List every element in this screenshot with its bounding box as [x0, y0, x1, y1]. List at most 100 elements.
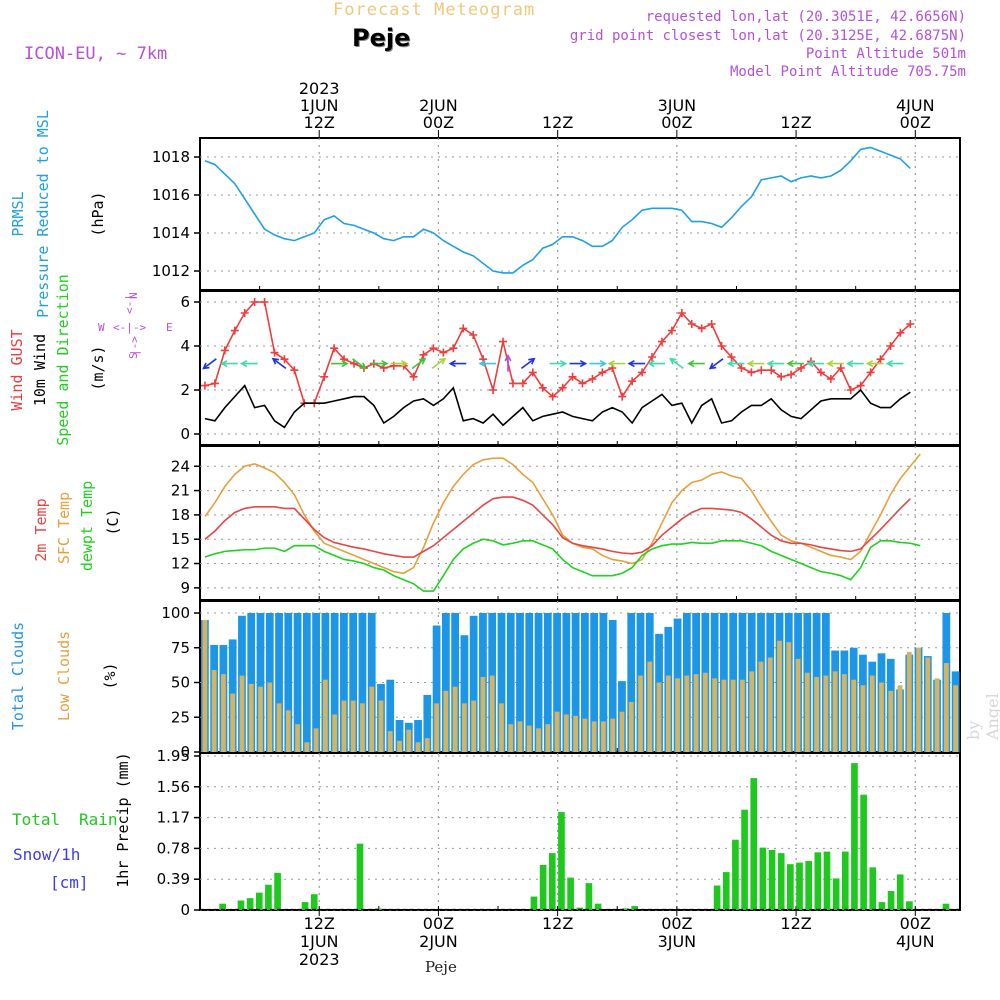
requested-coords: requested lon,lat (20.3051E, 42.6656N) — [645, 9, 966, 25]
gust-line-point — [538, 383, 547, 392]
gust-line-point — [528, 368, 537, 377]
low-cloud-bar — [814, 676, 819, 752]
wind-arrow-head — [559, 360, 568, 368]
wind-arrow-head — [806, 360, 814, 368]
gust-line-point — [220, 346, 229, 355]
bottom-time-label: 12Z — [780, 914, 811, 933]
gust-line-point — [896, 328, 905, 337]
low-cloud-bar — [489, 675, 495, 752]
gust-line-point — [826, 375, 835, 383]
low-cloud-bar — [434, 703, 439, 752]
bottom-time-label: 1JUN — [300, 932, 339, 951]
total-cloud-bar — [423, 695, 432, 752]
total-cloud-bar — [312, 613, 320, 752]
compass-north-arrow: <-| — [123, 294, 136, 314]
low-cloud-bar — [536, 728, 541, 752]
compass-south-arrow: |-> — [128, 336, 141, 356]
low-cloud-bar — [749, 671, 755, 752]
gust-line-point — [588, 375, 597, 383]
low-cloud-bar — [619, 711, 625, 752]
wind-arrow-head — [528, 357, 536, 365]
low-cloud-bar — [462, 703, 467, 752]
precip-bar — [539, 864, 547, 910]
low-cloud-bar — [916, 647, 921, 752]
low-cloud-bar — [656, 682, 662, 752]
total-cloud-bar — [414, 720, 422, 752]
wind-direction-arrow — [411, 358, 426, 370]
total-cloud-bar — [432, 625, 441, 752]
total-cloud-bar — [571, 613, 580, 752]
low-cloud-bar — [313, 728, 319, 752]
wind-arrow-head — [381, 360, 389, 368]
gust-line-point — [737, 364, 746, 372]
chart-title: Forecast Meteogram — [333, 0, 536, 20]
gust-line-point — [568, 372, 577, 381]
total-cloud-bar — [275, 613, 283, 752]
gust-line-point — [548, 392, 557, 401]
pressure-label-long: Pressure Reduced to MSL — [34, 110, 52, 318]
gust-line-point — [250, 298, 259, 306]
total-clouds-label: Total Clouds — [9, 622, 27, 730]
wind-arrow-head — [607, 360, 615, 368]
precip-bar — [558, 812, 565, 910]
y-tick-label: 75 — [171, 639, 190, 657]
low-cloud-bar — [248, 683, 254, 752]
low-cloud-bar — [804, 672, 810, 752]
precip-bar — [906, 901, 913, 910]
precip-bar — [274, 872, 281, 910]
total-cloud-bar — [581, 613, 589, 752]
precip-snow-label: Snow/1h — [13, 845, 80, 864]
y-tick-label: 1.17 — [157, 809, 190, 827]
wind-arrow-head — [746, 360, 754, 368]
low-cloud-bar — [786, 642, 792, 752]
total-cloud-bar — [534, 613, 543, 752]
low-cloud-bar — [684, 675, 690, 752]
gust-line-point — [906, 320, 915, 328]
precip-bar — [585, 883, 593, 910]
gust-line-point — [787, 370, 796, 379]
gust-line-point — [210, 379, 219, 388]
low-cloud-bar — [508, 724, 514, 752]
footer-location: Peje — [425, 958, 457, 976]
top-time-label: 3JUN — [658, 96, 697, 115]
low-cloud-bar — [712, 678, 718, 752]
low-cloud-bar — [350, 700, 356, 752]
wind-arrow-head — [271, 357, 280, 365]
wind-arrow-head — [647, 360, 655, 368]
wind-arrow-head — [359, 362, 367, 370]
compass-south: S — [127, 352, 140, 359]
gust-line-point — [648, 353, 657, 361]
precip-bar — [576, 907, 584, 910]
wind-arrow-head — [220, 360, 228, 368]
wind-arrow-head — [401, 360, 409, 368]
gust-line-point — [598, 368, 607, 377]
gust-line-point — [657, 337, 666, 346]
total-cloud-bar — [340, 613, 348, 752]
low-cloud-bar — [842, 674, 847, 752]
bottom-time-label: 00Z — [423, 914, 454, 933]
pressure-label: PRMSL — [9, 191, 27, 236]
top-time-label: 2023 — [299, 79, 340, 98]
top-time-label: 00Z — [900, 113, 931, 132]
temp-2m-label: 2m Temp — [32, 498, 50, 561]
wind-arrow-head — [885, 360, 894, 368]
precip-bar — [722, 872, 730, 910]
low-cloud-bar — [526, 725, 532, 752]
bottom-time-label: 4JUN — [896, 932, 935, 951]
low-cloud-bar — [406, 729, 412, 752]
gust-line-point — [409, 372, 418, 381]
gust-line-point — [290, 366, 299, 375]
total-cloud-bar — [256, 613, 265, 752]
low-cloud-bar — [573, 715, 578, 752]
low-cloud-bar — [443, 690, 449, 752]
wind-arrow-head — [599, 360, 608, 368]
gust-line-point — [797, 364, 806, 372]
top-time-label: 00Z — [423, 113, 454, 132]
wind-arrow-head — [627, 360, 635, 368]
gust-line-point — [777, 372, 786, 381]
low-cloud-bar — [665, 675, 671, 752]
low-cloud-bar — [517, 721, 523, 752]
low-cloud-bar — [758, 661, 764, 752]
gust-line-point — [518, 379, 527, 388]
y-tick-label: 1012 — [152, 262, 190, 280]
